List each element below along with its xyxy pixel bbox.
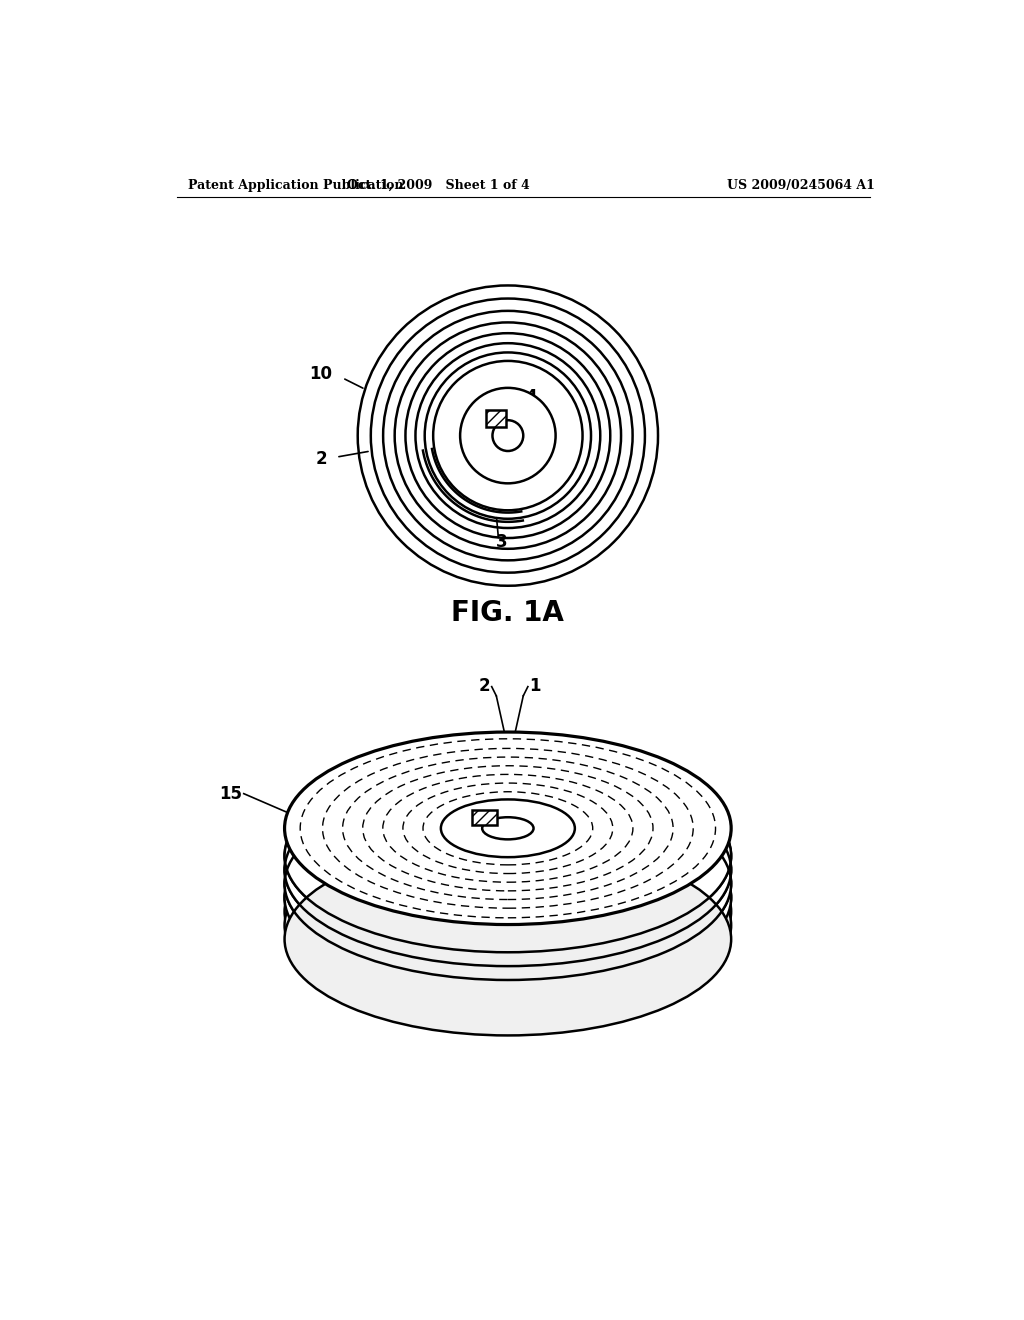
Bar <box>472 810 497 825</box>
Ellipse shape <box>285 788 731 979</box>
Text: 4: 4 <box>524 388 537 407</box>
Text: FIG. 1A: FIG. 1A <box>452 599 564 627</box>
Text: FIG. 1B: FIG. 1B <box>452 1007 564 1035</box>
Polygon shape <box>543 733 731 898</box>
Ellipse shape <box>285 843 731 1035</box>
Text: 15: 15 <box>219 784 243 803</box>
Text: 5: 5 <box>541 422 552 441</box>
Ellipse shape <box>285 829 731 1022</box>
Text: Patent Application Publication: Patent Application Publication <box>188 178 403 191</box>
Ellipse shape <box>285 801 731 994</box>
Ellipse shape <box>285 774 731 966</box>
Text: 1: 1 <box>529 677 541 694</box>
Text: 2: 2 <box>478 677 490 694</box>
Ellipse shape <box>482 817 534 840</box>
Ellipse shape <box>285 733 731 924</box>
Ellipse shape <box>441 800 574 857</box>
Text: 10: 10 <box>309 366 333 383</box>
Ellipse shape <box>285 816 731 1007</box>
Text: 10: 10 <box>304 931 327 949</box>
Text: US 2009/0245064 A1: US 2009/0245064 A1 <box>726 178 874 191</box>
Text: 11: 11 <box>315 950 338 968</box>
Text: 4: 4 <box>528 805 540 822</box>
Circle shape <box>493 420 523 451</box>
Polygon shape <box>285 733 473 898</box>
Text: 2: 2 <box>315 450 327 467</box>
Bar <box>486 411 506 428</box>
Circle shape <box>460 388 556 483</box>
Text: 3: 3 <box>497 533 508 550</box>
Ellipse shape <box>285 801 731 994</box>
Ellipse shape <box>285 760 731 952</box>
Text: Oct. 1, 2009   Sheet 1 of 4: Oct. 1, 2009 Sheet 1 of 4 <box>347 178 530 191</box>
